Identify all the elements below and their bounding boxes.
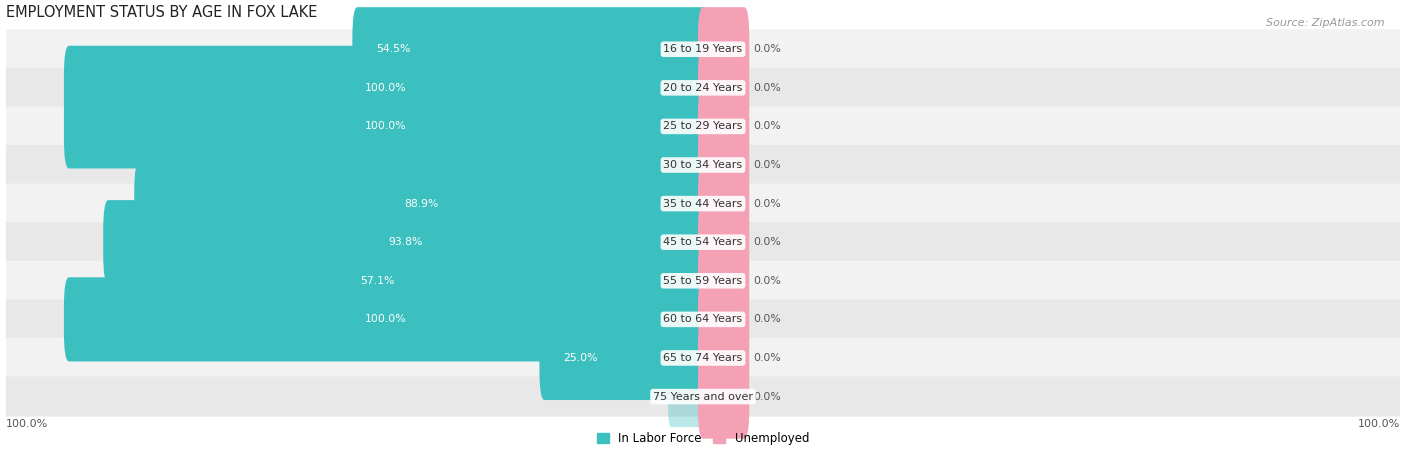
FancyBboxPatch shape [697, 239, 749, 323]
FancyBboxPatch shape [63, 46, 709, 130]
FancyBboxPatch shape [6, 29, 1400, 69]
Text: 55 to 59 Years: 55 to 59 Years [664, 276, 742, 286]
Text: 16 to 19 Years: 16 to 19 Years [664, 44, 742, 54]
Text: 100.0%: 100.0% [366, 121, 406, 131]
FancyBboxPatch shape [697, 316, 749, 400]
Text: 65 to 74 Years: 65 to 74 Years [664, 353, 742, 363]
FancyBboxPatch shape [6, 261, 1400, 301]
FancyBboxPatch shape [6, 299, 1400, 340]
FancyBboxPatch shape [540, 316, 709, 400]
FancyBboxPatch shape [697, 46, 749, 130]
Text: 100.0%: 100.0% [366, 83, 406, 93]
FancyBboxPatch shape [697, 84, 749, 169]
Text: 0.0%: 0.0% [754, 44, 782, 54]
Text: 20 to 24 Years: 20 to 24 Years [664, 83, 742, 93]
FancyBboxPatch shape [697, 123, 749, 207]
FancyBboxPatch shape [63, 277, 709, 361]
FancyBboxPatch shape [6, 106, 1400, 147]
FancyBboxPatch shape [697, 161, 749, 246]
FancyBboxPatch shape [697, 7, 749, 91]
FancyBboxPatch shape [697, 277, 749, 361]
Text: 0.0%: 0.0% [754, 237, 782, 247]
FancyBboxPatch shape [6, 338, 1400, 378]
FancyBboxPatch shape [336, 239, 709, 323]
FancyBboxPatch shape [668, 134, 706, 195]
Text: 0.0%: 0.0% [665, 160, 693, 170]
Text: EMPLOYMENT STATUS BY AGE IN FOX LAKE: EMPLOYMENT STATUS BY AGE IN FOX LAKE [6, 5, 316, 20]
Text: 57.1%: 57.1% [360, 276, 394, 286]
Text: 100.0%: 100.0% [1358, 419, 1400, 428]
Text: 25.0%: 25.0% [564, 353, 598, 363]
Text: 88.9%: 88.9% [404, 198, 439, 209]
Text: 0.0%: 0.0% [754, 276, 782, 286]
FancyBboxPatch shape [6, 145, 1400, 185]
Text: 30 to 34 Years: 30 to 34 Years [664, 160, 742, 170]
FancyBboxPatch shape [668, 366, 706, 427]
Text: 0.0%: 0.0% [665, 391, 693, 401]
Text: 100.0%: 100.0% [366, 314, 406, 324]
Text: 35 to 44 Years: 35 to 44 Years [664, 198, 742, 209]
Text: 45 to 54 Years: 45 to 54 Years [664, 237, 742, 247]
Text: 100.0%: 100.0% [6, 419, 48, 428]
Text: 75 Years and over: 75 Years and over [652, 391, 754, 401]
Legend: In Labor Force, Unemployed: In Labor Force, Unemployed [592, 428, 814, 450]
FancyBboxPatch shape [103, 200, 709, 284]
Text: 0.0%: 0.0% [754, 391, 782, 401]
FancyBboxPatch shape [6, 68, 1400, 108]
FancyBboxPatch shape [697, 200, 749, 284]
FancyBboxPatch shape [134, 161, 709, 246]
FancyBboxPatch shape [6, 222, 1400, 262]
FancyBboxPatch shape [63, 84, 709, 169]
Text: 0.0%: 0.0% [754, 198, 782, 209]
Text: 54.5%: 54.5% [377, 44, 411, 54]
Text: 93.8%: 93.8% [388, 237, 423, 247]
FancyBboxPatch shape [6, 377, 1400, 417]
Text: 25 to 29 Years: 25 to 29 Years [664, 121, 742, 131]
Text: 0.0%: 0.0% [754, 160, 782, 170]
Text: 0.0%: 0.0% [754, 83, 782, 93]
FancyBboxPatch shape [697, 354, 749, 439]
Text: 0.0%: 0.0% [754, 121, 782, 131]
FancyBboxPatch shape [353, 7, 709, 91]
FancyBboxPatch shape [6, 184, 1400, 224]
Text: 0.0%: 0.0% [754, 353, 782, 363]
Text: Source: ZipAtlas.com: Source: ZipAtlas.com [1267, 18, 1385, 28]
Text: 0.0%: 0.0% [754, 314, 782, 324]
Text: 60 to 64 Years: 60 to 64 Years [664, 314, 742, 324]
